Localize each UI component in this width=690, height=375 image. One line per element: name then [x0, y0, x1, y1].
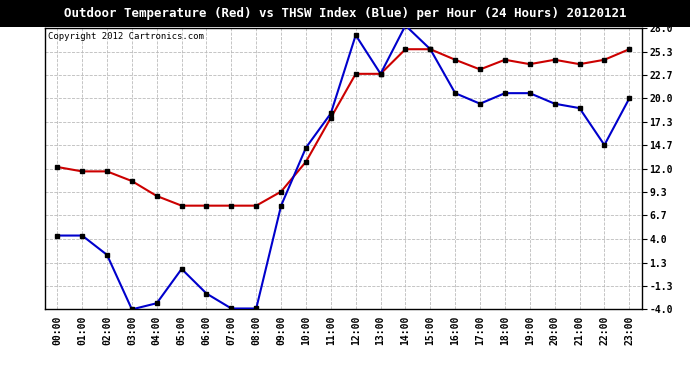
Text: Outdoor Temperature (Red) vs THSW Index (Blue) per Hour (24 Hours) 20120121: Outdoor Temperature (Red) vs THSW Index … — [63, 7, 627, 20]
Text: Copyright 2012 Cartronics.com: Copyright 2012 Cartronics.com — [48, 32, 204, 41]
